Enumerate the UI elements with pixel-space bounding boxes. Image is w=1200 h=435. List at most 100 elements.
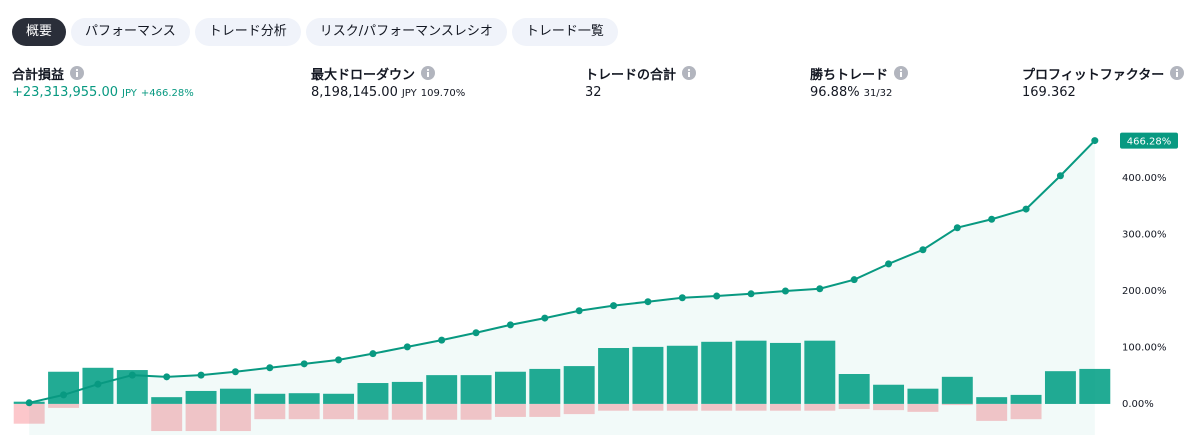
stat-label: 勝ちトレード bbox=[810, 67, 889, 83]
point bbox=[781, 287, 789, 295]
bar bbox=[907, 388, 939, 404]
bar bbox=[426, 375, 458, 404]
bar bbox=[666, 345, 698, 404]
stat-value-row: 169.362 bbox=[1022, 85, 1184, 100]
stat-value: 8,198,145.00 bbox=[311, 85, 398, 100]
bar bbox=[219, 388, 251, 404]
bar bbox=[254, 393, 286, 404]
stat-value: +23,313,955.00 bbox=[12, 85, 118, 100]
stat-value-row: 96.88% 31/32 bbox=[810, 85, 908, 100]
stat-label: 合計損益 bbox=[12, 67, 65, 83]
point bbox=[231, 368, 239, 376]
bar bbox=[391, 403, 423, 420]
y-tick-label: 0.00% bbox=[1122, 399, 1154, 410]
bar bbox=[151, 403, 183, 432]
bar bbox=[426, 403, 458, 420]
point bbox=[747, 290, 755, 298]
info-icon[interactable] bbox=[421, 66, 436, 80]
point bbox=[25, 399, 33, 407]
bar bbox=[735, 340, 767, 404]
tab[interactable]: 概要 bbox=[12, 18, 67, 46]
bar bbox=[1044, 371, 1076, 404]
point bbox=[850, 276, 858, 284]
bar bbox=[151, 397, 183, 404]
stat-value-row: 32 bbox=[585, 85, 696, 100]
bar bbox=[598, 348, 630, 404]
stat-value-row: 8,198,145.00 JPY 109.70% bbox=[311, 85, 465, 100]
bar bbox=[804, 403, 836, 411]
line bbox=[28, 139, 1096, 404]
stat-value: 96.88% bbox=[810, 85, 860, 100]
bar bbox=[1010, 403, 1042, 420]
stat: トレードの合計 32 bbox=[585, 62, 697, 100]
bar bbox=[185, 403, 217, 432]
stat-value: 32 bbox=[585, 85, 602, 100]
stat: 合計損益 +23,313,955.00 JPY +466.28% bbox=[12, 62, 194, 100]
bar bbox=[1010, 394, 1042, 404]
point bbox=[678, 294, 686, 302]
stat-label: トレードの合計 bbox=[585, 67, 677, 83]
bar bbox=[941, 376, 973, 404]
bar bbox=[976, 403, 1008, 421]
bar bbox=[288, 403, 320, 420]
bar bbox=[13, 403, 45, 424]
tab[interactable]: リスク/パフォーマンスレシオ bbox=[305, 18, 507, 46]
point bbox=[988, 215, 996, 223]
info-icon[interactable] bbox=[894, 66, 909, 80]
bar bbox=[976, 397, 1008, 404]
bar bbox=[563, 403, 595, 415]
stat-label: プロフィットファクター bbox=[1022, 67, 1165, 83]
bar bbox=[494, 403, 526, 417]
tab[interactable]: トレード一覧 bbox=[511, 18, 618, 46]
bar bbox=[873, 384, 905, 404]
stat-label-row: 最大ドローダウン bbox=[311, 62, 465, 84]
y-tick-label: 300.00% bbox=[1122, 229, 1167, 240]
info-icon[interactable] bbox=[1170, 66, 1185, 80]
bar bbox=[701, 403, 733, 411]
bar bbox=[219, 403, 251, 432]
info-icon[interactable] bbox=[682, 66, 697, 80]
stat-value-row: +23,313,955.00 JPY +466.28% bbox=[12, 85, 194, 100]
point bbox=[885, 260, 893, 268]
bar bbox=[529, 403, 561, 417]
y-tick-label: 100.00% bbox=[1122, 342, 1167, 353]
stat-unit: JPY bbox=[401, 88, 417, 99]
tab[interactable]: トレード分析 bbox=[194, 18, 301, 46]
bar bbox=[323, 403, 355, 420]
bar bbox=[391, 381, 423, 404]
bar bbox=[357, 383, 389, 404]
bar bbox=[494, 371, 526, 404]
bar bbox=[838, 403, 870, 410]
value-label: 466.28% bbox=[1127, 137, 1172, 148]
stat-percent: +466.28% bbox=[140, 88, 194, 99]
bar bbox=[185, 390, 217, 404]
stat-percent: 31/32 bbox=[863, 88, 893, 99]
stat-label-row: トレードの合計 bbox=[585, 62, 697, 84]
bar bbox=[632, 346, 664, 404]
stat-label-row: プロフィットファクター bbox=[1022, 62, 1185, 84]
tab[interactable]: パフォーマンス bbox=[71, 18, 190, 46]
point bbox=[953, 224, 961, 232]
stats-row: 合計損益 +23,313,955.00 JPY +466.28% 最大ドローダウン 8,1… bbox=[0, 62, 1200, 112]
stat-percent: 109.70% bbox=[420, 88, 466, 99]
stat-unit: JPY bbox=[122, 88, 137, 99]
bar bbox=[873, 403, 905, 411]
point bbox=[541, 314, 549, 322]
point bbox=[197, 371, 205, 379]
bar bbox=[48, 403, 80, 408]
point bbox=[713, 292, 721, 300]
point bbox=[644, 298, 652, 306]
bar bbox=[563, 366, 595, 404]
point bbox=[575, 307, 583, 315]
area bbox=[29, 140, 1095, 435]
bar bbox=[529, 368, 561, 404]
info-icon[interactable] bbox=[70, 66, 85, 80]
point bbox=[1091, 137, 1099, 145]
bar bbox=[48, 371, 80, 404]
point bbox=[919, 246, 927, 254]
bar bbox=[323, 393, 355, 404]
bar bbox=[254, 403, 286, 420]
point bbox=[94, 380, 102, 388]
